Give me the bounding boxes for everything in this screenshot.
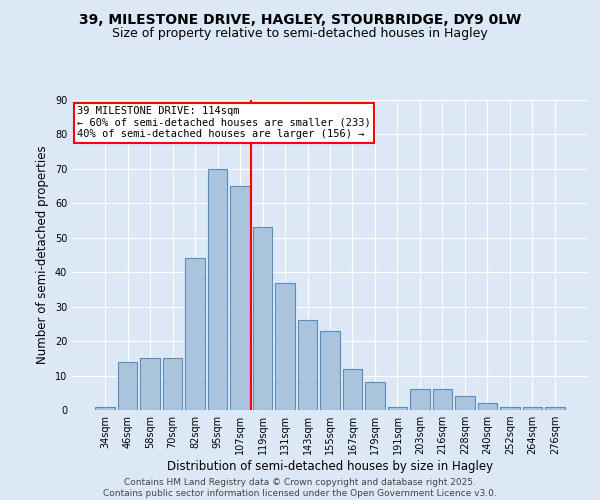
Bar [230,186,250,410]
Bar [185,258,205,410]
Bar [410,390,430,410]
Bar [208,169,227,410]
Bar [118,362,137,410]
Bar [523,406,542,410]
X-axis label: Distribution of semi-detached houses by size in Hagley: Distribution of semi-detached houses by … [167,460,493,473]
Bar [388,406,407,410]
Text: Size of property relative to semi-detached houses in Hagley: Size of property relative to semi-detach… [112,28,488,40]
Text: 39 MILESTONE DRIVE: 114sqm
← 60% of semi-detached houses are smaller (233)
40% o: 39 MILESTONE DRIVE: 114sqm ← 60% of semi… [77,106,371,140]
Bar [343,368,362,410]
Bar [500,406,520,410]
Bar [298,320,317,410]
Bar [163,358,182,410]
Bar [253,228,272,410]
Bar [140,358,160,410]
Bar [275,282,295,410]
Y-axis label: Number of semi-detached properties: Number of semi-detached properties [36,146,49,364]
Bar [95,406,115,410]
Bar [478,403,497,410]
Bar [433,390,452,410]
Bar [545,406,565,410]
Text: Contains HM Land Registry data © Crown copyright and database right 2025.
Contai: Contains HM Land Registry data © Crown c… [103,478,497,498]
Bar [455,396,475,410]
Bar [365,382,385,410]
Bar [320,331,340,410]
Text: 39, MILESTONE DRIVE, HAGLEY, STOURBRIDGE, DY9 0LW: 39, MILESTONE DRIVE, HAGLEY, STOURBRIDGE… [79,12,521,26]
